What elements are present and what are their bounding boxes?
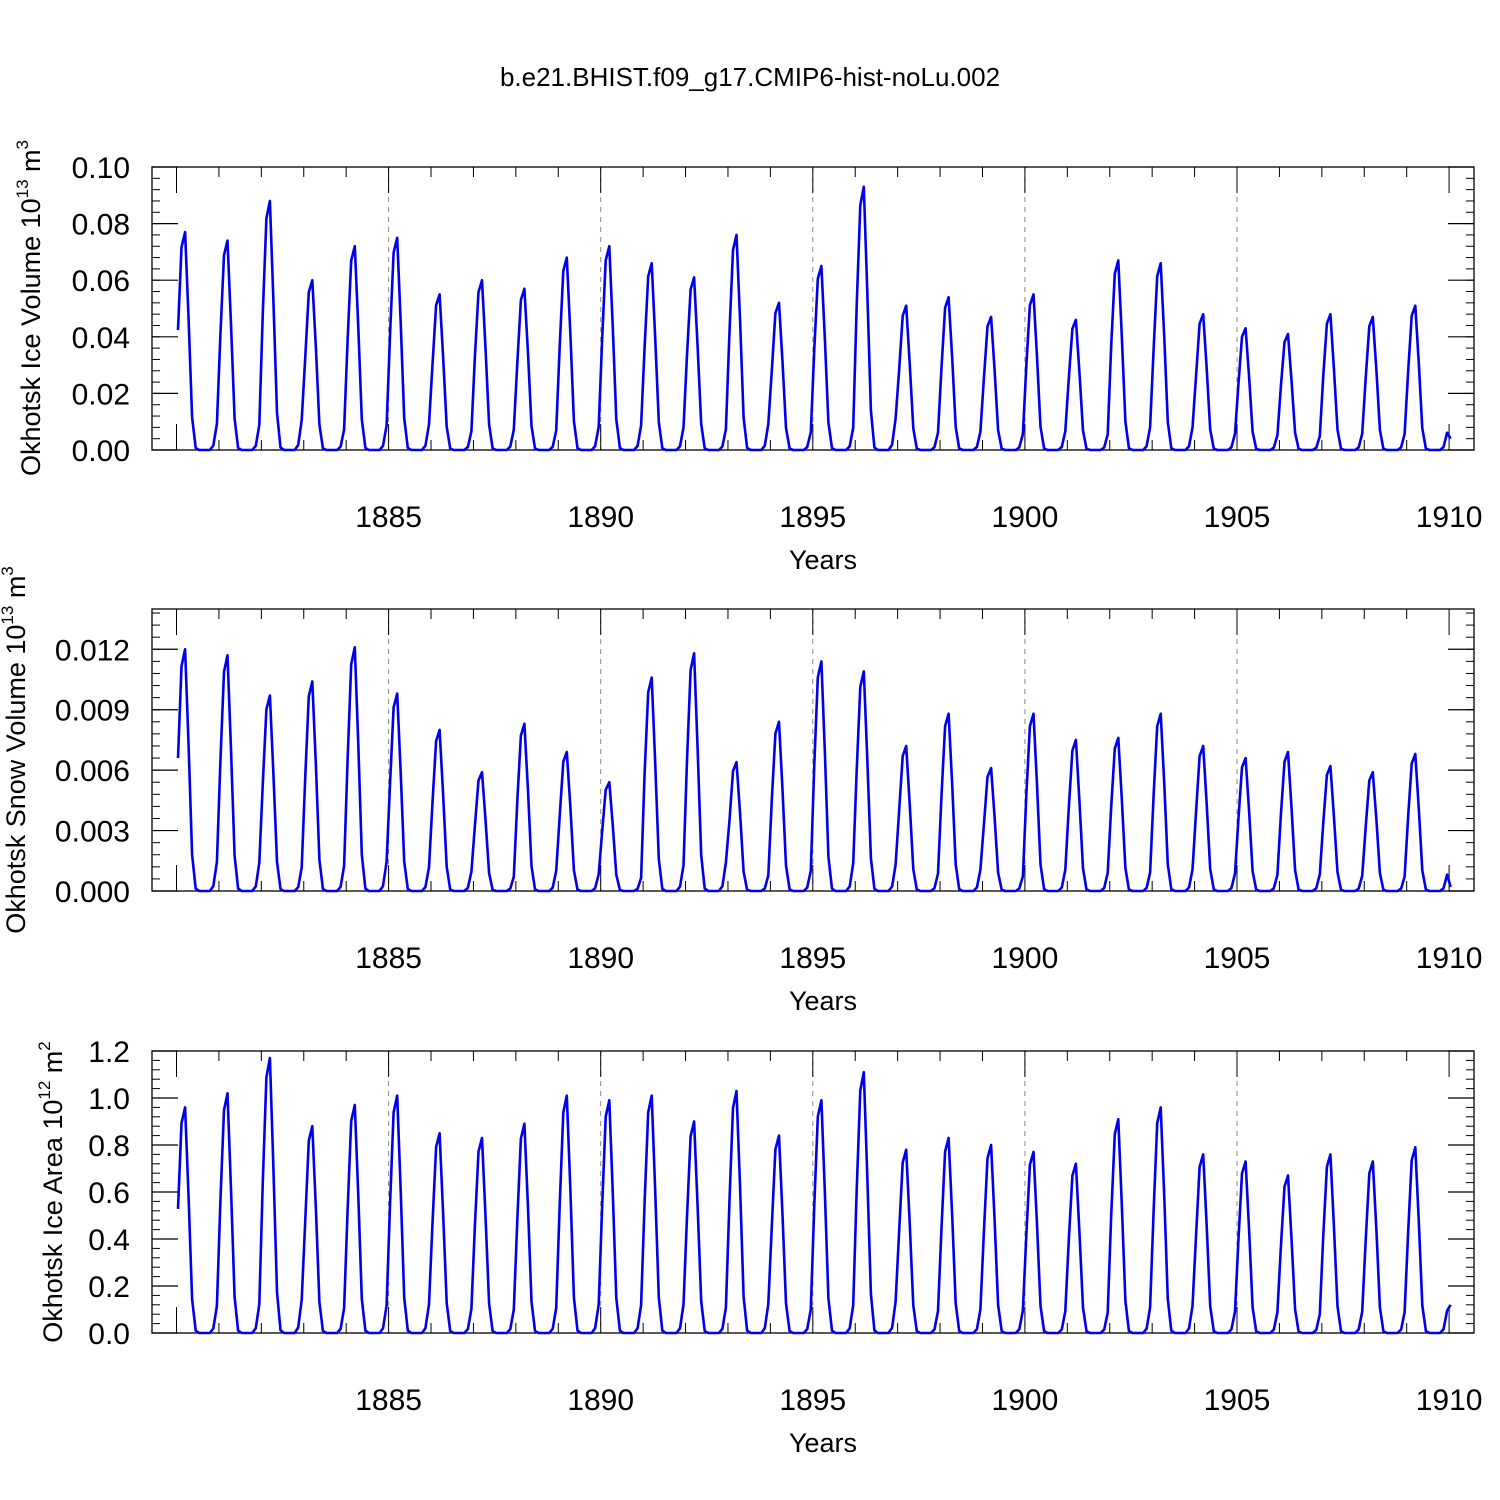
x-axis-label: Years — [789, 1428, 857, 1458]
y-tick-label: 0.08 — [72, 209, 130, 242]
y-tick-label: 0.02 — [72, 378, 130, 411]
x-tick-label: 1910 — [1416, 501, 1483, 534]
plot-frame — [151, 166, 1475, 451]
y-tick-label: 0.009 — [55, 695, 130, 728]
x-tick-label: 1885 — [355, 501, 422, 534]
y-tick-label: 0.2 — [88, 1271, 130, 1304]
y-tick-label: 0.06 — [72, 265, 130, 298]
x-tick-label: 1910 — [1416, 942, 1483, 975]
x-tick-label: 1895 — [779, 1384, 846, 1417]
x-tick-label: 1890 — [567, 1384, 634, 1417]
x-tick-label: 1900 — [992, 1384, 1059, 1417]
series-line — [176, 185, 1452, 452]
panel-snow-volume: 0.000 0.003 0.006 0.009 0.012 1885 1890 1895 190… — [0, 566, 1482, 1016]
y-axis-label: Okhotsk Snow Volume 1013 m3 — [0, 566, 31, 934]
y-axis-label: Okhotsk Ice Volume 1013 m3 — [13, 140, 46, 476]
x-tick-label: 1890 — [567, 942, 634, 975]
x-tick-label: 1905 — [1204, 942, 1271, 975]
y-tick-label: 0.8 — [88, 1130, 130, 1163]
y-tick-label: 1.0 — [88, 1083, 130, 1116]
y-axis-label: Okhotsk Ice Area 1012 m2 — [35, 1041, 68, 1343]
y-tick-label: 0.10 — [72, 152, 130, 185]
panel-ice-volume: 0.00 0.02 0.04 0.06 0.08 0.10 1885 1890 1895 1900… — [13, 140, 1482, 575]
y-tick-label: 0.000 — [55, 876, 130, 909]
y-tick-label: 0.003 — [55, 816, 130, 849]
y-tick-label: 0.4 — [88, 1224, 130, 1257]
y-tick-label: 0.04 — [72, 322, 130, 355]
x-tick-label: 1905 — [1204, 1384, 1271, 1417]
series-line — [176, 1056, 1452, 1335]
x-axis-label: Years — [789, 545, 857, 575]
plot-frame — [151, 1050, 1475, 1334]
x-axis-label: Years — [789, 986, 857, 1016]
x-tick-label: 1890 — [567, 501, 634, 534]
y-tick-label: 0.00 — [72, 435, 130, 468]
x-tick-label: 1885 — [355, 942, 422, 975]
x-tick-label: 1900 — [992, 942, 1059, 975]
y-tick-label: 1.2 — [88, 1036, 130, 1069]
y-tick-label: 0.006 — [55, 755, 130, 788]
x-tick-label: 1885 — [355, 1384, 422, 1417]
x-tick-label: 1905 — [1204, 501, 1271, 534]
panel-ice-area: 0.0 0.2 0.4 0.6 0.8 1.0 1.2 1885 1890 1895 1900 190… — [35, 1036, 1482, 1458]
x-tick-label: 1910 — [1416, 1384, 1483, 1417]
x-tick-label: 1900 — [992, 501, 1059, 534]
y-tick-label: 0.012 — [55, 634, 130, 667]
plot-frame — [151, 608, 1475, 892]
y-tick-label: 0.0 — [88, 1318, 130, 1351]
x-tick-label: 1895 — [779, 942, 846, 975]
x-tick-label: 1895 — [779, 501, 846, 534]
series-line — [176, 646, 1452, 893]
y-tick-label: 0.6 — [88, 1177, 130, 1210]
figure-title: b.e21.BHIST.f09_g17.CMIP6-hist-noLu.002 — [499, 62, 1001, 92]
